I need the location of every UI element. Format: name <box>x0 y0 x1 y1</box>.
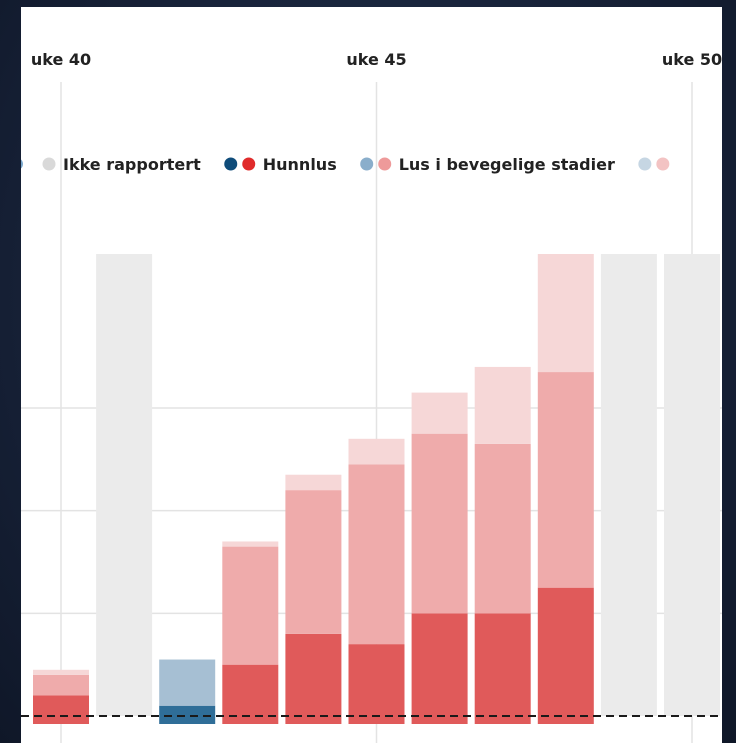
bar-not-reported-week-41 <box>96 254 153 716</box>
bar-stub-week-48 <box>537 716 594 724</box>
bar-stub-week-44 <box>285 716 342 724</box>
bar-mobile-lice-week-47 <box>474 443 531 614</box>
bar-female-lice-week-48 <box>537 587 594 716</box>
bar-other-lice-week-43 <box>222 541 279 547</box>
week-label-45: uke 45 <box>346 50 406 69</box>
bar-mobile-lice-week-44 <box>285 490 342 634</box>
legend-dot-0-0 <box>42 157 56 171</box>
bar-other-lice-week-40 <box>33 669 89 675</box>
bar-female-lice-week-45 <box>348 644 405 716</box>
bar-not-reported-week-50 <box>664 254 720 716</box>
legend-clipped-dot <box>21 159 23 169</box>
bar-other-lice-week-46 <box>411 392 468 434</box>
bar-female-lice-week-43 <box>222 664 279 716</box>
bar-stub-week-43 <box>222 716 279 724</box>
bar-stub-week-47 <box>474 716 531 724</box>
legend-dot-3-1 <box>656 157 670 171</box>
legend-dot-3-0 <box>638 157 652 171</box>
bar-mobile-lice-week-42 <box>159 659 216 706</box>
legend-label-1: Hunnlus <box>263 155 337 174</box>
chart-panel: uke 40 uke 45 uke 50 Ikke rapportert Hunnlus… <box>21 7 722 743</box>
bar-stub-week-42 <box>159 716 216 724</box>
bar-mobile-lice-week-45 <box>348 464 405 645</box>
legend-dot-1-0 <box>224 157 238 171</box>
bar-other-lice-week-44 <box>285 474 342 491</box>
bar-stub-week-40 <box>33 716 89 724</box>
bar-other-lice-week-45 <box>348 438 405 465</box>
legend-dot-1-1 <box>242 157 256 171</box>
bar-stub-week-45 <box>348 716 405 724</box>
week-label-50: uke 50 <box>662 50 722 69</box>
bar-other-lice-week-48 <box>537 254 594 373</box>
legend-dot-2-0 <box>360 157 374 171</box>
bar-stub-week-46 <box>411 716 468 724</box>
legend-dot-2-1 <box>378 157 392 171</box>
bar-mobile-lice-week-46 <box>411 433 468 614</box>
legend-label-2: Lus i bevegelige stadier <box>399 155 615 174</box>
legend-label-0: Ikke rapportert <box>63 155 201 174</box>
bar-mobile-lice-week-40 <box>33 674 89 696</box>
bar-female-lice-week-46 <box>411 613 468 716</box>
bar-female-lice-week-40 <box>33 695 89 716</box>
bar-female-lice-week-47 <box>474 613 531 716</box>
bar-other-lice-week-47 <box>474 366 531 444</box>
bar-not-reported-week-49 <box>600 254 657 716</box>
bar-female-lice-week-44 <box>285 633 342 716</box>
lice-bar-chart: uke 40 uke 45 uke 50 Ikke rapportert Hunnlus… <box>21 50 722 743</box>
bar-female-lice-week-42 <box>159 705 216 716</box>
week-label-40: uke 40 <box>31 50 91 69</box>
bar-mobile-lice-week-43 <box>222 546 279 665</box>
bar-mobile-lice-week-48 <box>537 372 594 588</box>
